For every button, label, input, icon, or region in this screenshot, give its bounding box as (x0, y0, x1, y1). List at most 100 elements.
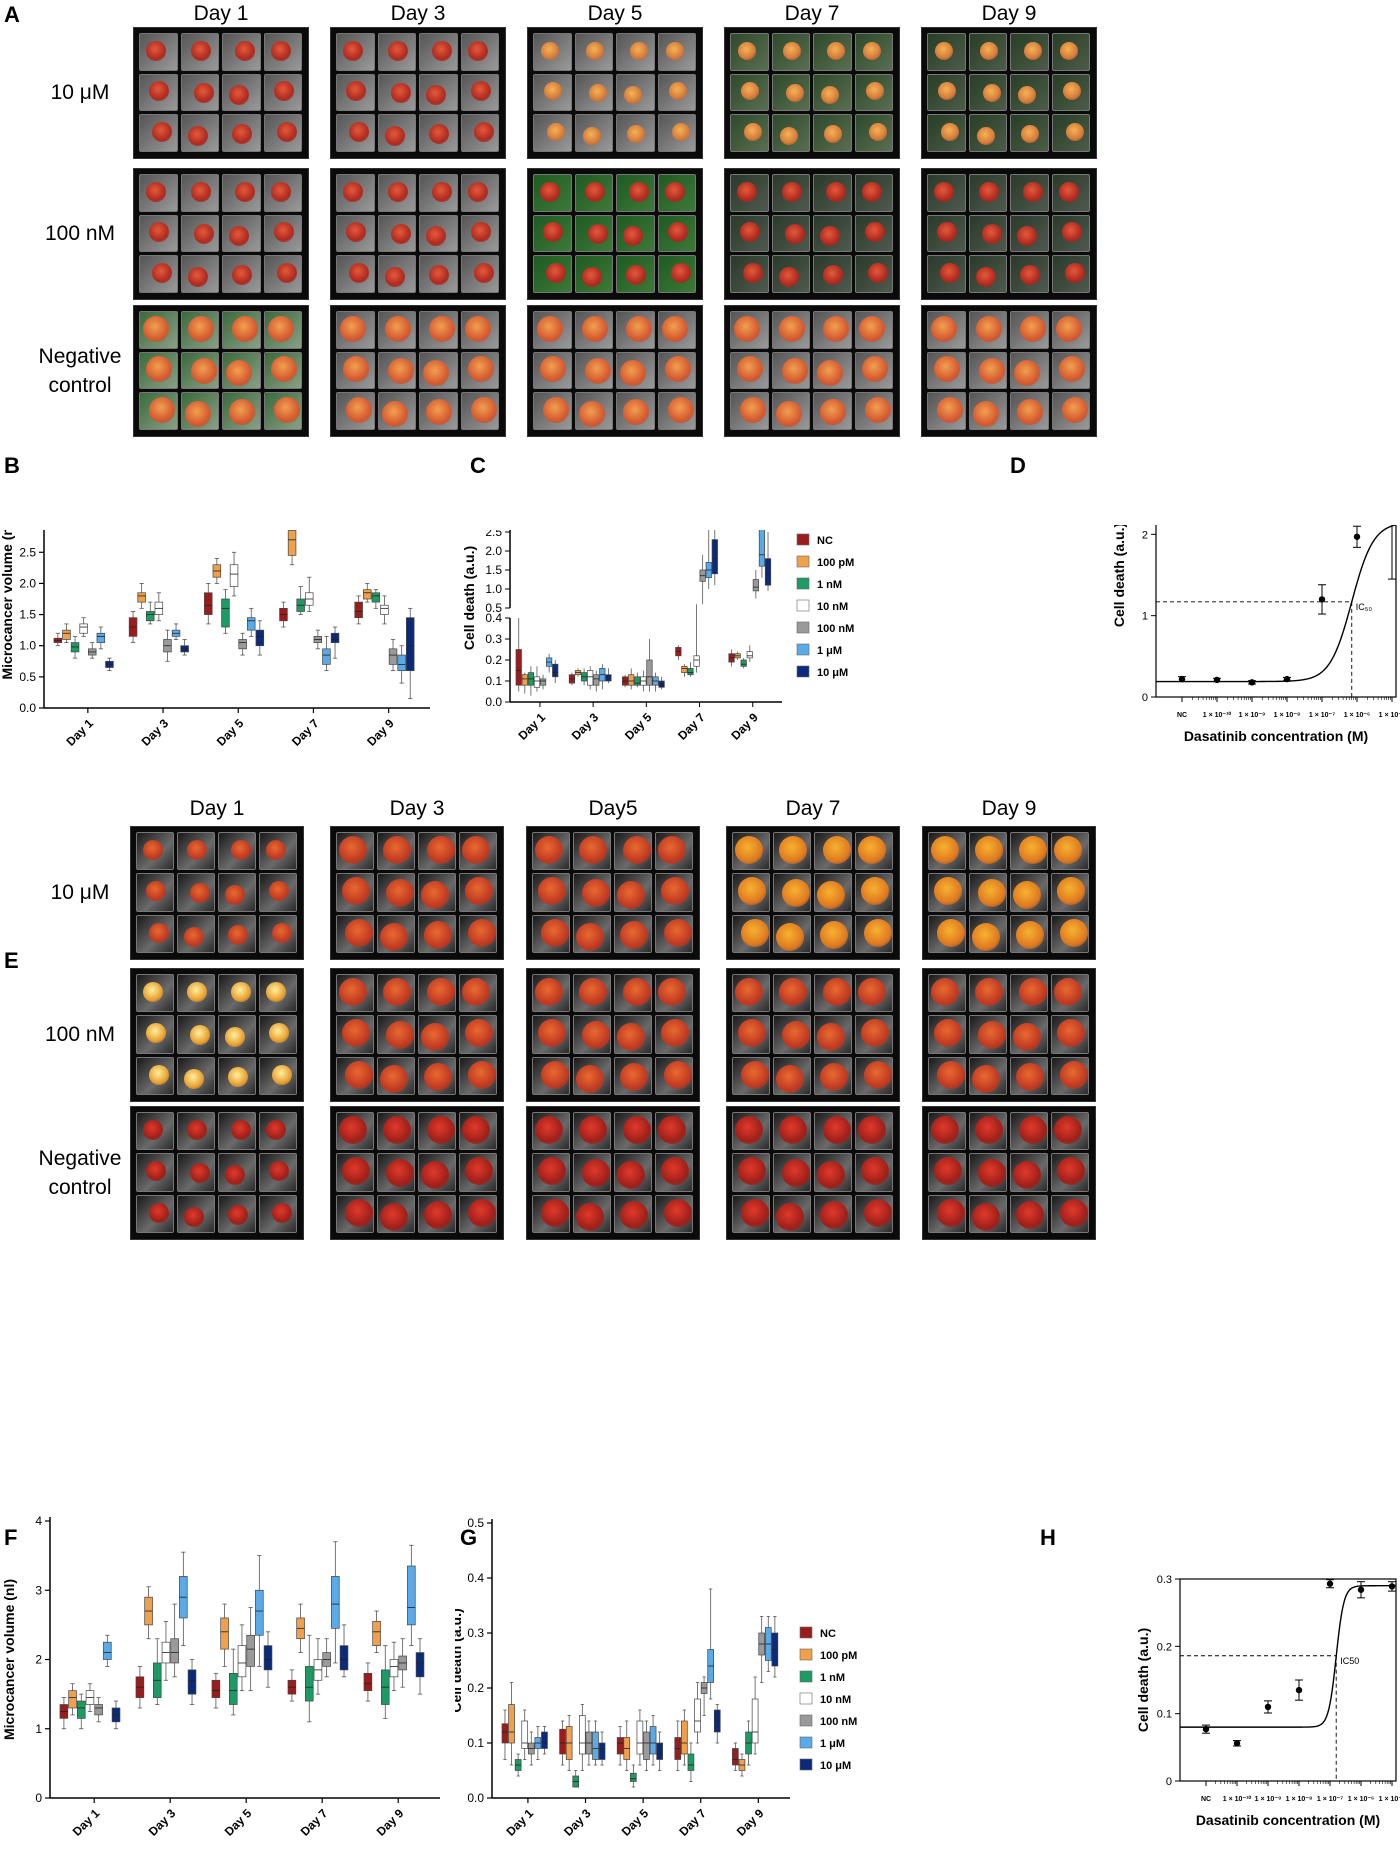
x-tick-label: 1 × 10⁻⁹ (1239, 712, 1266, 719)
microwell (222, 392, 261, 430)
y-axis-label: Cell death (a.u.) (1135, 1628, 1151, 1732)
x-axis-label: Dasatinib concentration (M) (1184, 728, 1368, 744)
spheroid (184, 1206, 204, 1227)
micrograph (921, 305, 1097, 437)
microwell (136, 914, 174, 953)
microwell (533, 174, 572, 212)
data-point (1388, 1583, 1396, 1590)
x-tick-label: Day 1 (70, 1806, 103, 1839)
microwell (377, 873, 415, 912)
spheroid (1054, 836, 1082, 865)
spheroid (535, 836, 563, 865)
y-tick-label: 0.5 (467, 1516, 484, 1530)
spheroid (429, 265, 450, 286)
spheroid (582, 879, 610, 908)
microwell (136, 1015, 174, 1054)
x-tick-label: Day 1 (503, 1806, 536, 1839)
spheroid (424, 920, 452, 949)
spheroid (387, 40, 408, 61)
microwell (419, 33, 458, 71)
microwell (377, 1153, 415, 1192)
y-tick-label: 0.5 (19, 670, 36, 684)
microwell (771, 73, 810, 112)
microwell (814, 873, 852, 912)
spheroid (781, 181, 802, 202)
spheroid (149, 922, 169, 943)
data-point (1213, 676, 1221, 684)
row-label: Negative control (38, 1147, 122, 1199)
row-label: 100 nM (44, 1023, 116, 1046)
box-1-nM (687, 668, 694, 676)
microwell (419, 73, 458, 112)
spheroid (744, 123, 763, 142)
spheroid (978, 1021, 1006, 1050)
spheroid (861, 356, 888, 383)
spheroid (190, 1163, 210, 1184)
spheroid (343, 40, 364, 61)
spheroid (978, 358, 1005, 385)
spheroid (1019, 836, 1047, 865)
legend-swatch (796, 643, 810, 656)
spheroid (868, 123, 887, 142)
microwell (813, 311, 852, 349)
micrograph (726, 968, 900, 1102)
spheroid (1054, 978, 1082, 1007)
microwell (614, 1194, 652, 1233)
spheroid (1057, 877, 1085, 906)
microwell (927, 351, 966, 390)
spheroid (342, 877, 370, 906)
microwell (377, 351, 416, 390)
spheroid (865, 82, 884, 101)
spheroid (1014, 360, 1041, 387)
microwell (657, 351, 696, 390)
box-100-pM (363, 589, 372, 600)
microwell (928, 832, 966, 871)
data-point (1178, 675, 1186, 683)
spheroid (979, 41, 998, 60)
microwell (222, 33, 261, 71)
spheroid (587, 224, 608, 245)
microwell (574, 351, 613, 390)
spheroid (462, 836, 490, 865)
spheroid (626, 315, 653, 342)
microwell (927, 311, 966, 349)
microwell (968, 311, 1007, 349)
microwell (1010, 174, 1049, 212)
box-1-nM (630, 1772, 637, 1782)
microwell (1051, 114, 1090, 152)
spheroid (820, 399, 847, 426)
microwell (732, 974, 770, 1013)
x-tick-label: Day 3 (139, 716, 172, 749)
spheroid (187, 315, 214, 342)
microwell (928, 1112, 966, 1151)
microwell (655, 1015, 693, 1054)
microwell (418, 873, 456, 912)
microwell (136, 873, 174, 912)
box-NC (204, 592, 213, 615)
microwell (1051, 311, 1090, 349)
spheroid (190, 1025, 210, 1046)
x-tick-label: Day 1 (63, 716, 96, 749)
microwell (180, 33, 219, 71)
spheroid (427, 978, 455, 1007)
micrograph (726, 826, 900, 960)
micrograph (724, 305, 900, 437)
spheroid (934, 356, 961, 383)
microwell (459, 1112, 497, 1151)
spheroid (858, 836, 886, 865)
spheroid (187, 126, 208, 147)
microwell (139, 214, 178, 253)
x-tick-label: Day 7 (289, 716, 322, 749)
x-tick-label: Day 5 (622, 710, 655, 743)
spheroid (576, 1064, 604, 1093)
microwell (1010, 1056, 1048, 1095)
microwell (377, 311, 416, 349)
spheroid (473, 122, 494, 143)
microwell (657, 255, 696, 293)
legend-label: NC (820, 1628, 836, 1640)
spheroid (737, 356, 764, 383)
spheroid (538, 1019, 566, 1048)
spheroid (146, 1161, 166, 1182)
y-tick-label: 0.4 (467, 1571, 484, 1585)
box-100-pM (372, 1621, 381, 1646)
